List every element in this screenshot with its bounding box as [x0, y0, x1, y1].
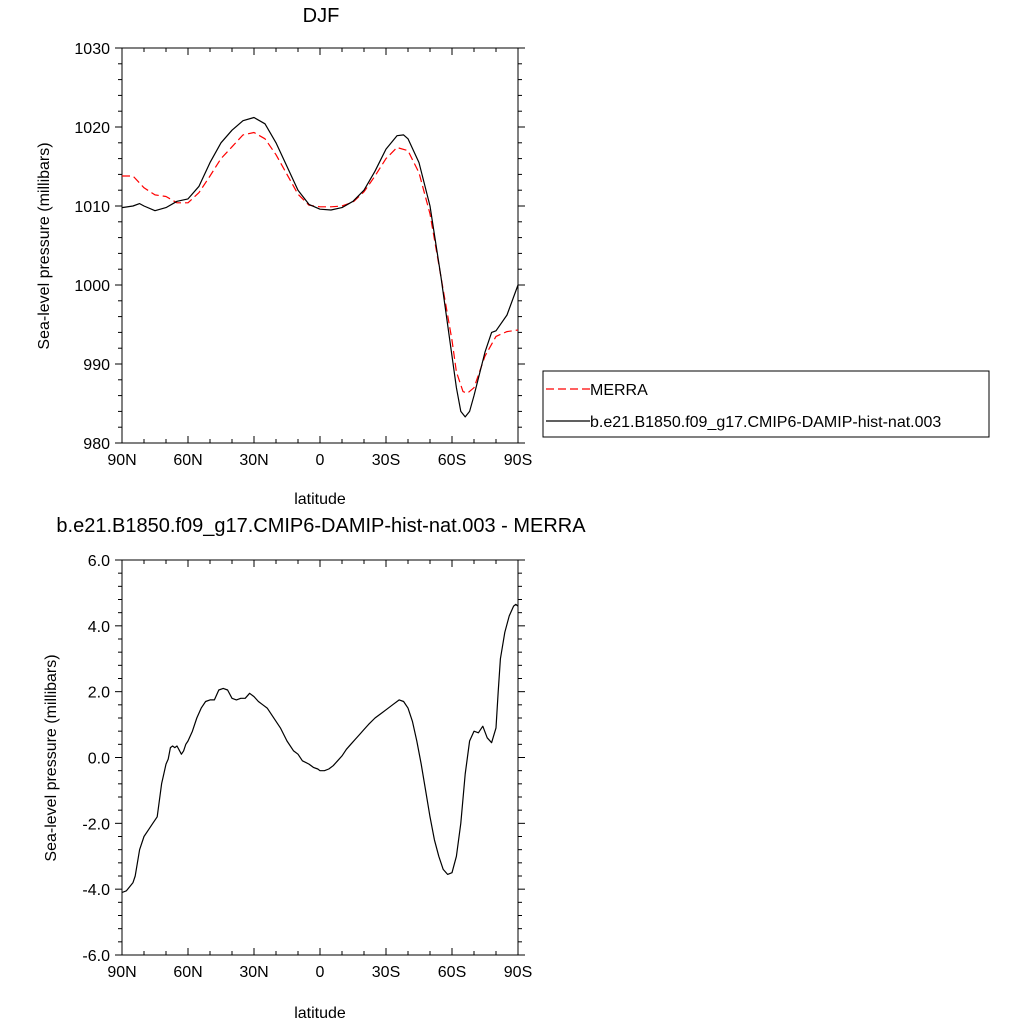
- chart-title: DJF: [303, 5, 340, 27]
- y-tick-label: 0.0: [88, 751, 110, 768]
- x-tick-label: 60S: [438, 964, 466, 981]
- legend: MERRA b.e21.B1850.f09_g17.CMIP6-DAMIP-hi…: [542, 370, 990, 438]
- legend-box: [542, 370, 990, 438]
- y-tick-label: -2.0: [82, 816, 110, 833]
- y-tick-label: -6.0: [82, 948, 110, 965]
- y-tick-label: 1020: [74, 120, 110, 137]
- x-axis-label: latitude: [294, 491, 346, 508]
- y-tick-label: -4.0: [82, 882, 110, 899]
- y-tick-label: 1030: [74, 41, 110, 58]
- y-tick-label: 990: [83, 357, 110, 374]
- x-tick-label: 90S: [504, 452, 532, 469]
- chart-title: b.e21.B1850.f09_g17.CMIP6-DAMIP-hist-nat…: [56, 515, 586, 537]
- x-tick-label: 90S: [504, 964, 532, 981]
- tick-group: 90N 60N 30N 0 30S 60S 90S -6.0 -4.0 -2.0 0.0 2.0 4.0…: [82, 553, 532, 981]
- difference-chart: b.e21.B1850.f09_g17.CMIP6-DAMIP-hist-nat…: [43, 515, 586, 1022]
- x-tick-label: 30S: [372, 964, 400, 981]
- legend-label-model: b.e21.B1850.f09_g17.CMIP6-DAMIP-hist-nat…: [590, 414, 941, 431]
- y-tick-label: 2.0: [88, 685, 110, 702]
- x-tick-label: 30S: [372, 452, 400, 469]
- x-tick-label: 60N: [173, 452, 202, 469]
- series-group: [121, 116, 519, 418]
- series-group: [121, 603, 519, 894]
- y-axis-label: Sea-level pressure (millibars): [43, 654, 60, 861]
- x-tick-label: 0: [316, 452, 325, 469]
- x-tick-label: 30N: [239, 452, 268, 469]
- x-tick-label: 0: [316, 964, 325, 981]
- x-tick-label: 90N: [107, 452, 136, 469]
- x-tick-label: 90N: [107, 964, 136, 981]
- x-tick-label: 60N: [173, 964, 202, 981]
- y-axis-label: Sea-level pressure (millibars): [36, 142, 53, 349]
- x-tick-label: 60S: [438, 452, 466, 469]
- series-line-0: [122, 131, 519, 394]
- y-tick-label: 980: [83, 436, 110, 453]
- x-axis-label: latitude: [294, 1005, 346, 1022]
- djf-chart: DJF 90N 60N 30N 0 30S 60S 90S 980 990 1000 1010 102…: [36, 5, 990, 508]
- y-tick-label: 4.0: [88, 619, 110, 636]
- legend-label-merra: MERRA: [590, 382, 648, 399]
- y-tick-label: 6.0: [88, 553, 110, 570]
- series-line-1: [121, 116, 519, 418]
- plot-frame: [121, 47, 519, 444]
- tick-group: 90N 60N 30N 0 30S 60S 90S 980 990 1000 1010 1020 103…: [74, 41, 532, 469]
- series-line-0: [121, 603, 519, 894]
- plot-frame: [121, 559, 519, 956]
- y-tick-label: 1000: [74, 278, 110, 295]
- x-tick-label: 30N: [239, 964, 268, 981]
- y-tick-label: 1010: [74, 199, 110, 216]
